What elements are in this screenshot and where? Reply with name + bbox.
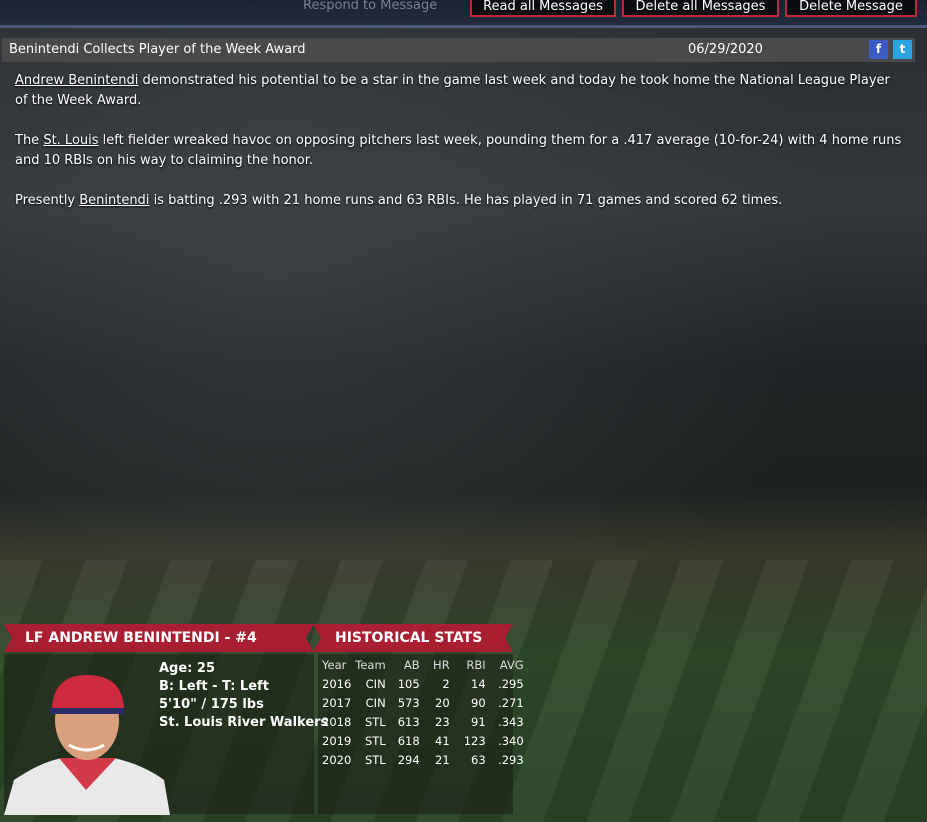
col-ab: AB	[403, 657, 420, 672]
stats-cell: 105	[397, 676, 420, 691]
col-rbi: RBI	[466, 657, 486, 672]
read-all-button[interactable]: Read all Messages	[470, 0, 616, 17]
message-title: Benintendi Collects Player of the Week A…	[9, 42, 306, 57]
stats-cell: 63	[471, 752, 486, 767]
stats-cell: STL	[364, 714, 386, 729]
stats-cell: .343	[498, 714, 524, 729]
message-header: Benintendi Collects Player of the Week A…	[2, 38, 915, 62]
stats-cell: 613	[397, 714, 420, 729]
stats-cell: CIN	[365, 676, 386, 691]
delete-all-button[interactable]: Delete all Messages	[622, 0, 779, 17]
player-link[interactable]: Andrew Benintendi	[15, 73, 139, 88]
stats-cell: 41	[435, 733, 450, 748]
paragraph: The St. Louis left fielder wreaked havoc…	[15, 131, 905, 171]
stats-row: 2020 STL 294 21 63 .293	[320, 750, 526, 769]
message-date: 06/29/2020	[688, 42, 763, 57]
stats-cell: 2016	[322, 676, 352, 691]
stats-cell: 294	[397, 752, 420, 767]
stats-cell: 23	[435, 714, 450, 729]
stats-cell: 20	[435, 695, 450, 710]
text: The	[15, 133, 44, 148]
stats-panel	[318, 654, 513, 814]
stats-cell: .271	[498, 695, 524, 710]
stats-cell: CIN	[365, 695, 386, 710]
stats-row: 2019 STL 618 41 123 .340	[320, 731, 526, 750]
stats-header-row: Year Team AB HR RBI AVG	[320, 655, 526, 674]
text: is batting .293 with 21 home runs and 63…	[149, 193, 783, 208]
stats-row: 2016 CIN 105 2 14 .295	[320, 674, 526, 693]
team-link[interactable]: St. Louis	[43, 133, 99, 148]
text: demonstrated his potential to be a star …	[15, 73, 890, 108]
col-team: Team	[355, 657, 386, 672]
col-avg: AVG	[499, 657, 524, 672]
player-bats-throws: B: Left - T: Left	[159, 679, 269, 694]
stats-row: 2018 STL 613 23 91 .343	[320, 712, 526, 731]
stats-cell: .295	[498, 676, 524, 691]
player-portrait	[4, 675, 170, 815]
stats-cell: 14	[471, 676, 486, 691]
stats-banner: HISTORICAL STATS	[313, 624, 513, 652]
respond-button[interactable]: Respond to Message	[303, 0, 438, 13]
paragraph: Andrew Benintendi demonstrated his poten…	[15, 71, 905, 111]
stats-cell: 2	[442, 676, 450, 691]
stats-cell: 21	[435, 752, 450, 767]
stats-cell: 123	[463, 733, 486, 748]
player-info: Age: 25 B: Left - T: Left 5'10" / 175 lb…	[159, 660, 328, 732]
toolbar: Respond to Message Read all Messages Del…	[0, 0, 927, 28]
stats-cell: STL	[364, 733, 386, 748]
stats-cell: .340	[498, 733, 524, 748]
stats-row: 2017 CIN 573 20 90 .271	[320, 693, 526, 712]
player-banner: LF ANDREW BENINTENDI - #4	[4, 624, 314, 652]
stats-cell: 2018	[322, 714, 352, 729]
stats-cell: STL	[364, 752, 386, 767]
player-team: St. Louis River Walkers	[159, 715, 329, 730]
stats-cell: 91	[471, 714, 486, 729]
text: left fielder wreaked havoc on opposing p…	[15, 133, 902, 168]
text: Presently	[15, 193, 80, 208]
stats-cell: 618	[397, 733, 420, 748]
stats-cell: .293	[498, 752, 524, 767]
stats-cell: 2019	[322, 733, 352, 748]
facebook-icon[interactable]: f	[869, 40, 888, 59]
stats-cell: 2017	[322, 695, 352, 710]
col-year: Year	[322, 657, 347, 672]
stats-cell: 90	[471, 695, 486, 710]
stats-cell: 573	[397, 695, 420, 710]
stats-table: Year Team AB HR RBI AVG 2016 CIN 105 2 14 .295 2017…	[320, 655, 526, 769]
player-age: Age: 25	[159, 661, 215, 676]
delete-message-button[interactable]: Delete Message	[785, 0, 917, 17]
player-link[interactable]: Benintendi	[79, 193, 150, 208]
stats-cell: 2020	[322, 752, 352, 767]
col-hr: HR	[433, 657, 450, 672]
player-size: 5'10" / 175 lbs	[159, 697, 264, 712]
paragraph: Presently Benintendi is batting .293 wit…	[15, 191, 905, 211]
twitter-icon[interactable]: t	[893, 40, 912, 59]
message-body: Andrew Benintendi demonstrated his poten…	[15, 71, 905, 231]
